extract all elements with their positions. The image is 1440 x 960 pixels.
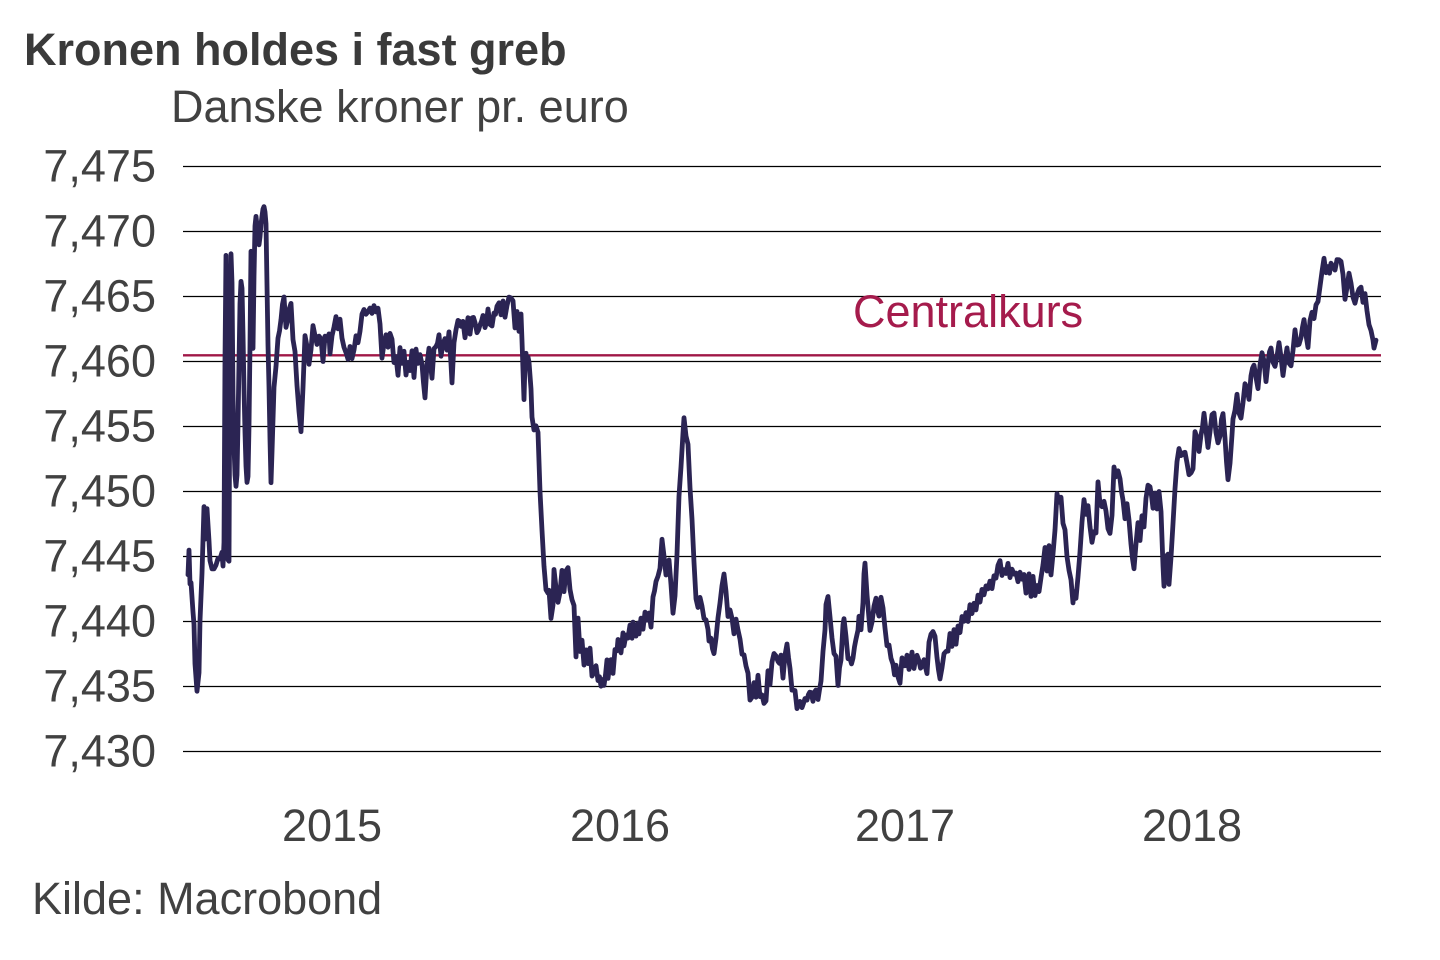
svg-text:7,450: 7,450 — [43, 466, 156, 517]
svg-text:Kronen holdes i fast greb: Kronen holdes i fast greb — [24, 24, 567, 75]
svg-text:Kilde: Macrobond: Kilde: Macrobond — [32, 873, 382, 924]
svg-text:7,455: 7,455 — [43, 401, 156, 452]
svg-text:7,465: 7,465 — [43, 271, 156, 322]
svg-text:7,445: 7,445 — [43, 531, 156, 582]
svg-text:2015: 2015 — [282, 800, 382, 851]
svg-text:2016: 2016 — [570, 800, 670, 851]
svg-text:2018: 2018 — [1142, 800, 1242, 851]
svg-text:7,440: 7,440 — [43, 596, 156, 647]
svg-text:Danske kroner pr. euro: Danske kroner pr. euro — [171, 81, 629, 132]
svg-text:Centralkurs: Centralkurs — [853, 286, 1083, 337]
svg-text:2017: 2017 — [855, 800, 955, 851]
svg-text:7,460: 7,460 — [43, 336, 156, 387]
svg-text:7,435: 7,435 — [43, 661, 156, 712]
svg-text:7,475: 7,475 — [43, 141, 156, 192]
svg-text:7,470: 7,470 — [43, 206, 156, 257]
svg-text:7,430: 7,430 — [43, 726, 156, 777]
